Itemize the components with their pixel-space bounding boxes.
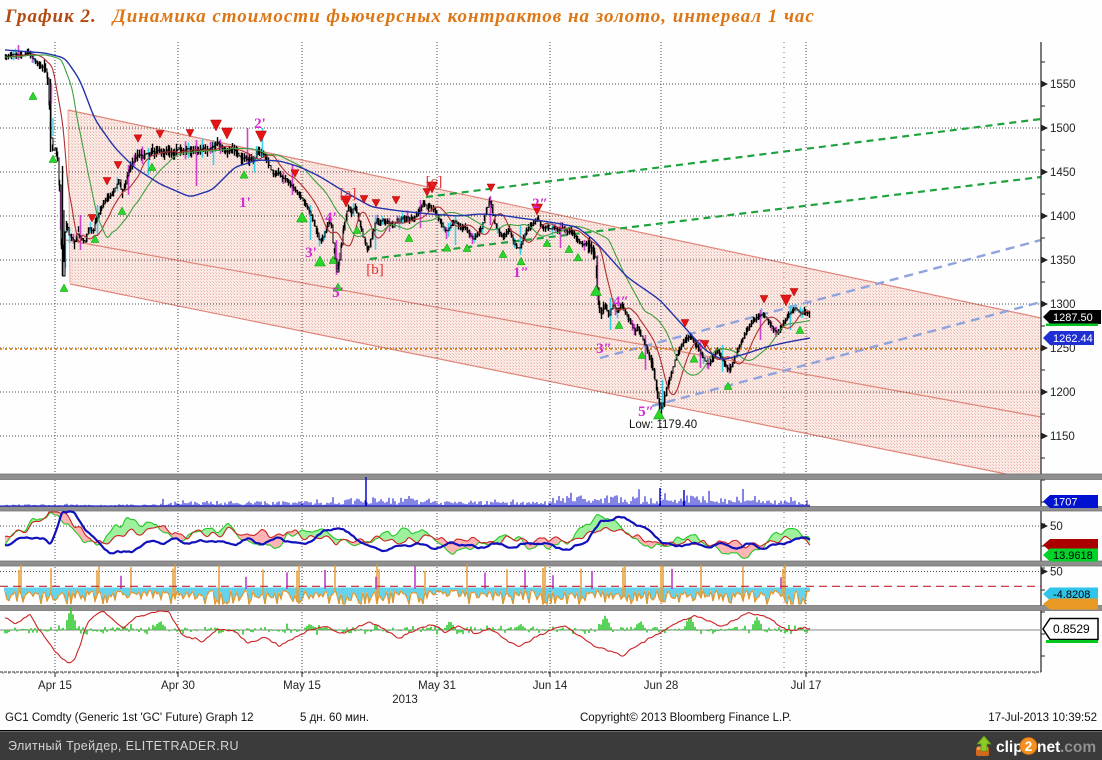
- svg-text:1150: 1150: [1050, 431, 1075, 443]
- svg-text:Jun 28: Jun 28: [644, 680, 679, 692]
- svg-text:17-Jul-2013 10:39:52: 17-Jul-2013 10:39:52: [988, 712, 1097, 724]
- svg-text:2013: 2013: [392, 694, 418, 706]
- svg-text:13.9618: 13.9618: [1053, 550, 1093, 562]
- svg-text:0.8529: 0.8529: [1053, 622, 1090, 636]
- svg-text:5': 5': [332, 285, 344, 301]
- svg-text:-4.8208: -4.8208: [1053, 589, 1090, 601]
- svg-text:1350: 1350: [1050, 255, 1076, 267]
- svg-text:1550: 1550: [1050, 79, 1076, 91]
- svg-text:1707: 1707: [1053, 497, 1077, 509]
- svg-text:График 2.Динамика стоимости фь: График 2. Динамика стоимости фьючерсных к…: [4, 6, 815, 27]
- svg-text:GC1 Comdty (Generic 1st 'GC' F: GC1 Comdty (Generic 1st 'GC' Future) Gra…: [5, 712, 254, 724]
- svg-text:Copyright© 2013 Bloomberg Fina: Copyright© 2013 Bloomberg Finance L.P.: [580, 712, 792, 724]
- svg-text:4″: 4″: [613, 294, 629, 310]
- svg-text:1450: 1450: [1050, 167, 1076, 179]
- svg-text:1262.44: 1262.44: [1053, 333, 1093, 345]
- svg-text:Элитный Трейдер, ELITETRADER.R: Элитный Трейдер, ELITETRADER.RU: [8, 739, 239, 753]
- svg-text:Jun 14: Jun 14: [533, 680, 568, 692]
- svg-text:clip: clip: [996, 739, 1023, 756]
- svg-text:[b]: [b]: [366, 262, 384, 278]
- svg-text:Apr 30: Apr 30: [161, 680, 195, 692]
- svg-text:2: 2: [1025, 739, 1033, 754]
- svg-text:[a]: [a]: [340, 186, 357, 202]
- svg-text:4': 4': [325, 210, 337, 226]
- svg-text:1400: 1400: [1050, 211, 1076, 223]
- svg-text:Apr 15: Apr 15: [38, 680, 72, 692]
- svg-text:5″: 5″: [638, 404, 654, 420]
- svg-text:net: net: [1037, 739, 1060, 756]
- svg-text:3″: 3″: [596, 341, 612, 357]
- svg-text:1': 1': [239, 195, 251, 211]
- svg-text:1250: 1250: [1050, 343, 1076, 355]
- svg-text:1″: 1″: [513, 265, 529, 281]
- svg-text:50: 50: [1050, 521, 1063, 533]
- svg-text:3': 3': [305, 245, 317, 261]
- svg-text:.com: .com: [1060, 739, 1096, 756]
- svg-text:2″: 2″: [532, 196, 548, 212]
- svg-text:May 31: May 31: [418, 680, 456, 692]
- svg-text:May 15: May 15: [283, 680, 321, 692]
- svg-text:1500: 1500: [1050, 123, 1076, 135]
- svg-text:1287.50: 1287.50: [1053, 312, 1093, 324]
- svg-text:1300: 1300: [1050, 299, 1076, 311]
- svg-text:1200: 1200: [1050, 387, 1076, 399]
- svg-text:50: 50: [1050, 567, 1063, 579]
- svg-text:Jul 17: Jul 17: [791, 680, 822, 692]
- svg-text:2': 2': [254, 116, 266, 132]
- svg-text:[c]: [c]: [426, 174, 443, 190]
- svg-text:5 дн. 60 мин.: 5 дн. 60 мин.: [300, 712, 369, 724]
- svg-text:Low: 1179.40: Low: 1179.40: [629, 419, 697, 431]
